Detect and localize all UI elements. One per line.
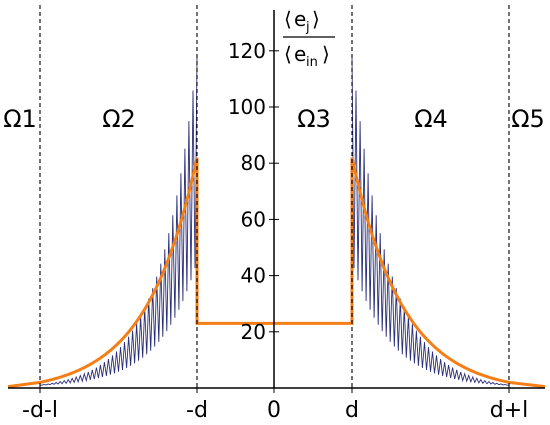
region-labels: Ω1 Ω2 Ω3 Ω4 Ω5 — [3, 105, 545, 133]
ylabel-denominator: e — [294, 42, 306, 66]
y-tick-label: 100 — [228, 95, 266, 119]
ylabel-close-bracket-2: ⟩ — [322, 42, 330, 66]
ylabel-open-bracket: ⟨ — [284, 7, 292, 31]
y-tick-label: 120 — [228, 39, 266, 63]
y-tick-label: 20 — [241, 320, 266, 344]
y-tick-label: 80 — [241, 151, 266, 175]
oscillation-line — [39, 56, 198, 386]
x-tick-label: d — [345, 398, 359, 423]
ylabel-open-bracket-2: ⟨ — [284, 42, 292, 66]
region-label: Ω3 — [297, 105, 331, 133]
oscillation-series — [39, 56, 510, 386]
x-tick-label: d+l — [490, 398, 529, 423]
orange-line-left — [7, 157, 199, 389]
y-tick-label: 60 — [241, 207, 266, 231]
region-label: Ω1 — [3, 105, 37, 133]
ylabel-denominator-sub: in — [306, 55, 318, 70]
boundary-lines — [39, 5, 510, 388]
y-tick-label: 40 — [241, 264, 266, 288]
oscillation-line — [351, 56, 510, 386]
region-label: Ω5 — [511, 105, 545, 133]
x-tick-label: -d — [186, 398, 208, 423]
region-label: Ω2 — [102, 105, 136, 133]
ylabel-numerator: e — [294, 7, 306, 31]
orange-line-right — [350, 157, 546, 389]
orange-series — [7, 157, 546, 389]
x-tick-label: -d-l — [22, 398, 58, 423]
ylabel-close-bracket: ⟩ — [312, 7, 320, 31]
y-ticks: 20 40 60 80 100 120 — [228, 39, 279, 344]
x-tick-label: 0 — [267, 398, 281, 423]
ylabel-numerator-sub: j — [305, 20, 310, 35]
region-label: Ω4 — [414, 105, 448, 133]
y-axis-label: ⟨ e j ⟩ ⟨ e in ⟩ — [283, 7, 335, 70]
x-ticks: -d-l -d 0 d d+l — [22, 383, 528, 423]
